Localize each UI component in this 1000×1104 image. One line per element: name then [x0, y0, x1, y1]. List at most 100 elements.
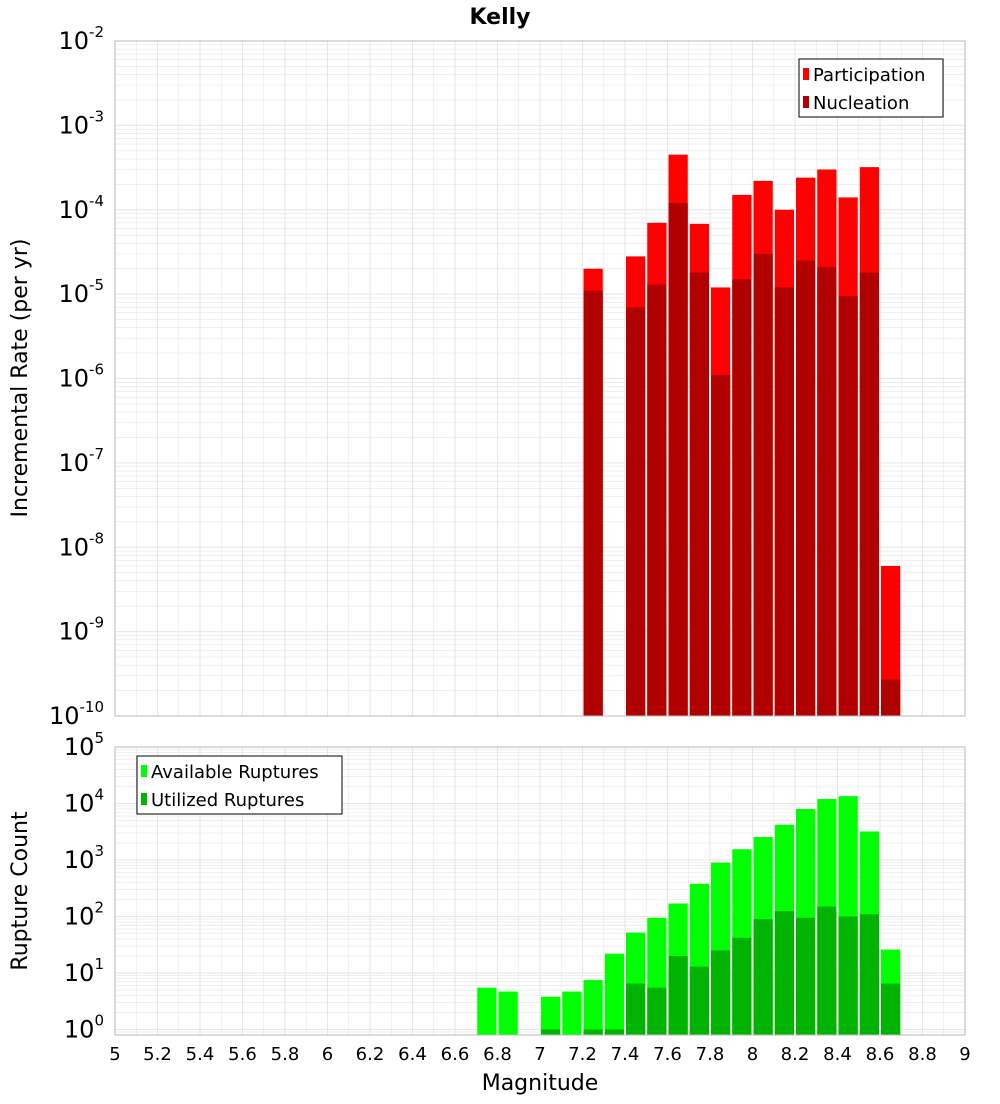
top-bar-nucleation — [647, 284, 667, 716]
top-y-axis-label: Incremental Rate (per yr) — [8, 239, 33, 518]
x-tick-label: 5.8 — [271, 1044, 300, 1065]
x-tick-label: 6.4 — [398, 1044, 427, 1065]
x-tick-label: 5.2 — [143, 1044, 172, 1065]
bottom-y-axis-label: Rupture Count — [8, 811, 33, 971]
x-tick-label: 8 — [747, 1044, 758, 1065]
bottom-plot-frame — [114, 746, 966, 1036]
x-tick-label: 6.8 — [483, 1044, 512, 1065]
bottom-bar-available-ruptures — [562, 991, 582, 1035]
bottom-y-tick-label: 100 — [64, 1012, 104, 1044]
top-y-tick-label: 10-10 — [49, 698, 104, 730]
bottom-bar-utilized-ruptures — [668, 956, 688, 1035]
top-bar-nucleation — [626, 307, 646, 716]
bottom-legend-label: Utilized Ruptures — [151, 790, 304, 811]
x-tick-label: 8.6 — [866, 1044, 895, 1065]
bottom-bar-available-ruptures — [583, 980, 603, 1035]
bottom-y-tick-label: 103 — [64, 842, 104, 874]
top-y-tick-label: 10-8 — [58, 529, 104, 561]
bottom-bar-utilized-ruptures — [711, 950, 731, 1035]
bottom-legend: Available Ruptures Utilized Ruptures — [136, 755, 343, 815]
x-tick-label: 7.6 — [653, 1044, 682, 1065]
chart-title: Kelly — [469, 5, 530, 30]
top-y-tick-label: 10-9 — [58, 614, 104, 646]
x-tick-label: 7.8 — [696, 1044, 725, 1065]
top-bar-participation — [881, 565, 901, 716]
top-legend-label: Nucleation — [813, 93, 909, 114]
x-tick-label: 8.2 — [781, 1044, 810, 1065]
x-tick-label: 5.6 — [228, 1044, 257, 1065]
bottom-legend-swatch — [141, 765, 147, 777]
bottom-bar-utilized-ruptures — [774, 911, 794, 1035]
bottom-y-ticks: 105 104 103 102 101 100 — [64, 729, 104, 1044]
top-bar-nucleation — [881, 679, 901, 716]
bottom-bar-utilized-ruptures — [732, 937, 752, 1035]
bottom-bar-utilized-ruptures — [753, 919, 773, 1035]
bottom-bar-available-ruptures — [604, 953, 624, 1035]
x-tick-label: 8.8 — [908, 1044, 937, 1065]
top-gridlines — [114, 41, 966, 717]
bottom-bar-utilized-ruptures — [838, 916, 858, 1035]
bottom-bar-utilized-ruptures — [817, 906, 837, 1035]
top-bar-nucleation — [774, 287, 794, 716]
top-legend-label: Participation — [813, 65, 925, 86]
bottom-bar-utilized-ruptures — [689, 966, 709, 1035]
bottom-bar-utilized-ruptures — [796, 917, 816, 1035]
top-y-tick-label: 10-2 — [58, 23, 104, 55]
x-tick-label: 6 — [322, 1044, 333, 1065]
top-y-tick-label: 10-7 — [58, 445, 104, 477]
top-bar-nucleation — [838, 296, 858, 716]
x-tick-label: 5 — [109, 1044, 120, 1065]
top-panel: 10-2 10-3 10-4 10-5 10-6 10-7 10-8 10-9 10-10 Inc… — [8, 23, 966, 730]
bottom-y-tick-label: 104 — [64, 786, 104, 818]
x-tick-label: 5.4 — [186, 1044, 215, 1065]
top-y-tick-label: 10-3 — [58, 107, 104, 139]
top-bars — [583, 154, 901, 717]
bottom-bar-utilized-ruptures — [583, 1029, 603, 1035]
top-bar-nucleation — [796, 260, 816, 716]
top-bar-nucleation — [583, 290, 603, 716]
x-axis-label: Magnitude — [482, 1071, 599, 1096]
bottom-bar-utilized-ruptures — [541, 1029, 561, 1035]
x-tick-label: 6.2 — [356, 1044, 385, 1065]
top-y-tick-label: 10-5 — [58, 276, 104, 308]
x-axis: 5 5.2 5.4 5.6 5.8 6 6.2 6.4 6.6 6.8 7 7.2 7.4 7.6 7.8 8… — [109, 1044, 970, 1065]
x-tick-label: 8.4 — [823, 1044, 852, 1065]
top-plot-frame — [114, 40, 966, 717]
bottom-bar-available-ruptures — [541, 996, 561, 1035]
top-bar-nucleation — [859, 272, 879, 716]
bottom-bars — [477, 796, 901, 1035]
top-legend-box — [798, 58, 944, 118]
top-bar-nucleation — [689, 272, 709, 716]
x-tick-label: 7.2 — [568, 1044, 597, 1065]
top-bar-nucleation — [732, 279, 752, 716]
bottom-legend-label: Available Ruptures — [151, 762, 319, 783]
bottom-legend-swatch — [141, 793, 147, 805]
top-y-tick-label: 10-4 — [58, 192, 104, 224]
top-legend-swatch — [803, 68, 809, 80]
top-y-ticks: 10-2 10-3 10-4 10-5 10-6 10-7 10-8 10-9 10-10 — [49, 23, 104, 730]
top-legend-swatch — [803, 96, 809, 108]
bottom-y-tick-label: 102 — [64, 899, 104, 931]
bottom-bar-utilized-ruptures — [859, 914, 879, 1035]
x-tick-label: 7 — [534, 1044, 545, 1065]
bottom-y-tick-label: 101 — [64, 955, 104, 987]
bottom-bar-utilized-ruptures — [604, 1029, 624, 1035]
bottom-panel: 105 104 103 102 101 100 Rupture Count Available… — [8, 729, 966, 1044]
top-bar-nucleation — [753, 253, 773, 716]
bottom-bar-utilized-ruptures — [647, 987, 667, 1035]
x-tick-label: 6.6 — [441, 1044, 470, 1065]
bottom-bar-available-ruptures — [498, 991, 518, 1035]
bottom-legend-box — [136, 755, 343, 815]
top-bar-nucleation — [668, 203, 688, 716]
bottom-bar-available-ruptures — [477, 987, 497, 1035]
top-legend: Participation Nucleation — [798, 58, 944, 118]
bottom-y-tick-label: 105 — [64, 729, 104, 761]
bottom-bar-utilized-ruptures — [626, 983, 646, 1035]
top-bar-nucleation — [711, 375, 731, 716]
x-tick-label: 7.4 — [611, 1044, 640, 1065]
x-tick-label: 9 — [959, 1044, 970, 1065]
top-y-tick-label: 10-6 — [58, 361, 104, 393]
top-bar-nucleation — [817, 266, 837, 716]
